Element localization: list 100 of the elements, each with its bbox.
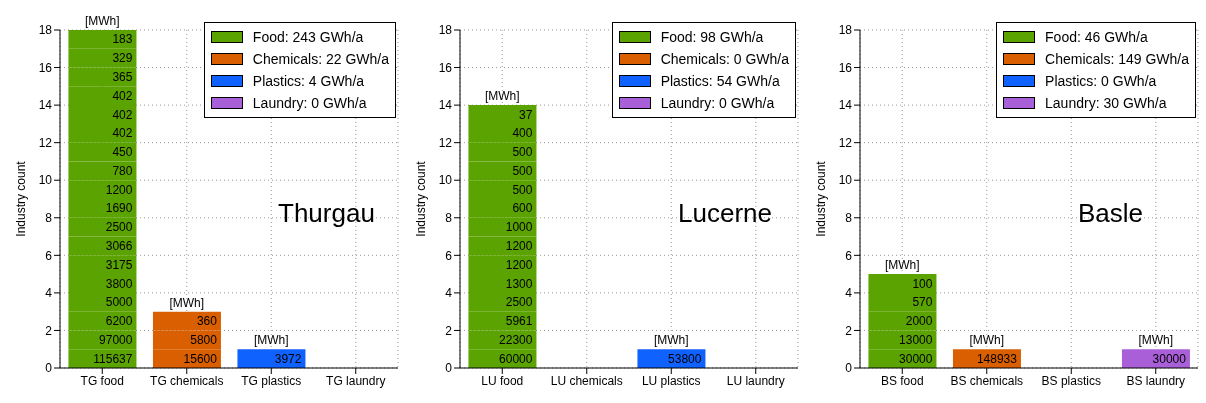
series-label: 1000 [505, 220, 533, 235]
x-tick-label: TG food [80, 373, 124, 388]
series-label: 500 [512, 163, 533, 178]
annotation: Basle [1078, 198, 1144, 229]
y-tick-label: 6 [845, 248, 853, 263]
y-tick-label: 10 [438, 173, 453, 188]
y-tick-label: 16 [38, 60, 53, 75]
series-label: 402 [112, 126, 133, 141]
series-label: 53800 [668, 351, 702, 366]
y-tick-label: 10 [38, 173, 53, 188]
series-label: 1300 [505, 276, 533, 291]
series-label: 13000 [899, 332, 933, 347]
y-tick-label: 0 [45, 361, 53, 376]
y-axis-title: Industry count [14, 160, 29, 237]
series-label: 600 [512, 201, 533, 216]
series-label: 1200 [105, 182, 133, 197]
series-label: 2500 [105, 220, 133, 235]
x-tick-label: LU plastics [641, 373, 701, 388]
y-tick-label: 18 [838, 23, 853, 38]
legend-label: Laundry: 30 GWh/a [1045, 95, 1167, 111]
series-label: 400 [512, 126, 533, 141]
series-label: 360 [196, 314, 218, 329]
legend-label: Food: 243 GWh/a [252, 29, 364, 45]
series-label: 1200 [505, 257, 533, 272]
series-label: 402 [112, 88, 133, 103]
x-tick-label: LU food [481, 373, 524, 388]
y-axis-title: Industry count [814, 160, 829, 237]
annotation: Thurgau [278, 198, 375, 229]
y-tick-label: 8 [45, 211, 53, 226]
series-label: 1200 [505, 238, 533, 253]
y-tick-label: 16 [438, 60, 453, 75]
x-tick-label: BS plastics [1041, 373, 1101, 388]
x-tick-label: BS laundry [1126, 373, 1186, 388]
series-label: 3175 [105, 257, 133, 272]
series-label: 329 [112, 51, 133, 66]
x-tick-label: LU laundry [726, 373, 785, 388]
annotation: [MWh] [169, 295, 205, 310]
x-tick-label: TG plastics [241, 373, 302, 388]
y-tick-label: 14 [438, 98, 453, 113]
legend-label: Plastics: 0 GWh/a [1045, 73, 1157, 89]
y-tick-label: 16 [838, 60, 853, 75]
series-label: 1690 [105, 201, 133, 216]
y-tick-label: 0 [845, 361, 853, 376]
y-tick-label: 12 [38, 135, 53, 150]
annotation: [MWh] [969, 333, 1005, 348]
series-label: 5961 [505, 314, 533, 329]
y-tick-label: 14 [838, 98, 853, 113]
annotation: [MWh] [884, 258, 920, 273]
annotation: [MWh] [653, 333, 689, 348]
y-tick-label: 8 [445, 211, 453, 226]
legend-label: Laundry: 0 GWh/a [252, 95, 367, 111]
series-label: 183 [112, 32, 133, 47]
series-label: 97000 [99, 332, 133, 347]
series-label: 30000 [1152, 351, 1187, 366]
y-tick-label: 6 [45, 248, 53, 263]
legend-label: Chemicals: 149 GWh/a [1045, 51, 1189, 67]
legend-label: Laundry: 0 GWh/a [660, 95, 775, 111]
x-tick-label: BS chemicals [950, 373, 1024, 388]
x-tick-label: BS food [880, 373, 924, 388]
series-label: 780 [112, 163, 133, 178]
y-tick-label: 0 [445, 361, 453, 376]
y-tick-label: 8 [845, 211, 853, 226]
series-label: 3066 [105, 238, 133, 253]
y-tick-label: 4 [445, 286, 453, 301]
series-label: 500 [512, 145, 533, 160]
legend-label: Food: 98 GWh/a [660, 29, 764, 45]
y-tick-label: 12 [838, 135, 853, 150]
series-label: 3800 [105, 276, 133, 291]
series-label: 115637 [93, 351, 133, 366]
series-label: 5800 [190, 332, 218, 347]
x-tick-label: LU chemicals [550, 373, 623, 388]
series-label: 6200 [105, 314, 133, 329]
series-label: 148933 [976, 351, 1018, 366]
series-label: 30000 [899, 351, 933, 366]
legend-label: Plastics: 54 GWh/a [660, 73, 780, 89]
y-tick-label: 2 [45, 323, 53, 338]
series-label: 500 [512, 182, 533, 197]
x-tick-label: TG laundry [326, 373, 386, 388]
y-tick-label: 14 [38, 98, 53, 113]
annotation: [MWh] [84, 14, 120, 28]
series-label: 570 [912, 295, 933, 310]
y-tick-label: 18 [438, 23, 453, 38]
series-label: 450 [112, 145, 133, 160]
series-label: 2500 [505, 295, 533, 310]
annotation: [MWh] [1138, 333, 1174, 348]
series-label: 100 [912, 276, 933, 291]
x-tick-label: TG chemicals [150, 373, 224, 388]
annotation: Lucerne [678, 198, 772, 229]
series-label: 22300 [499, 332, 533, 347]
annotation: [MWh] [484, 89, 520, 104]
y-tick-label: 2 [445, 323, 453, 338]
y-tick-label: 6 [445, 248, 453, 263]
y-tick-label: 12 [438, 135, 453, 150]
y-tick-label: 10 [838, 173, 853, 188]
annotation: [MWh] [253, 333, 289, 348]
series-label: 37 [519, 107, 533, 122]
series-label: 60000 [499, 351, 533, 366]
legend-label: Plastics: 4 GWh/a [252, 73, 365, 89]
legend-label: Chemicals: 22 GWh/a [252, 51, 389, 67]
series-label: 5000 [105, 295, 133, 310]
